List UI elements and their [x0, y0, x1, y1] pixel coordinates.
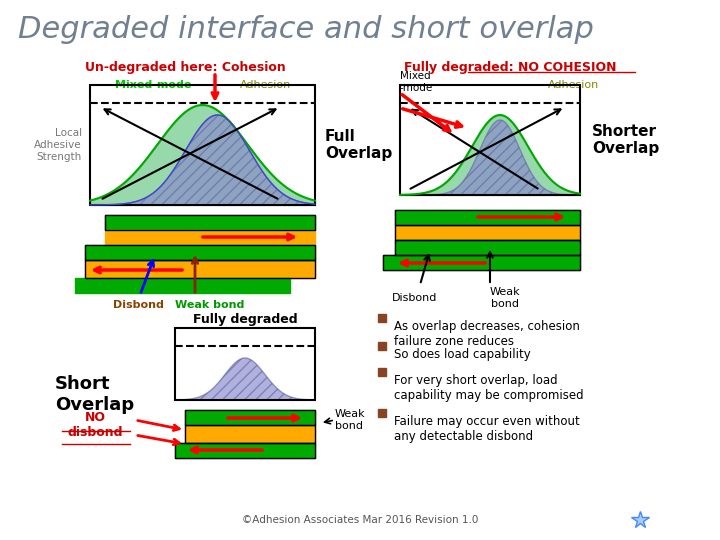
Bar [185, 425, 315, 443]
Bar [395, 210, 580, 225]
Bar [185, 410, 315, 425]
Bar [395, 225, 580, 240]
Bar [383, 255, 580, 270]
Bar [105, 230, 315, 245]
Text: Weak
bond: Weak bond [490, 287, 521, 309]
Text: For very short overlap, load
capability may be compromised: For very short overlap, load capability … [394, 374, 584, 402]
Bar [90, 85, 315, 205]
Text: Degraded interface and short overlap: Degraded interface and short overlap [18, 16, 594, 44]
Bar [85, 245, 315, 260]
Text: Mixed-mode: Mixed-mode [115, 80, 192, 90]
Text: Fully degraded: Fully degraded [193, 314, 297, 327]
Text: NO
disbond: NO disbond [67, 411, 122, 439]
Bar [383, 255, 580, 270]
Bar [378, 409, 386, 417]
Text: Un-degraded here: Cohesion: Un-degraded here: Cohesion [85, 62, 285, 75]
Bar [85, 260, 315, 278]
Bar [85, 245, 315, 260]
Bar [395, 240, 580, 255]
Bar [175, 443, 315, 458]
Text: Mixed
-mode: Mixed -mode [400, 71, 433, 93]
Text: Disbond: Disbond [112, 300, 163, 310]
Bar [105, 215, 315, 230]
Text: Failure may occur even without
any detectable disbond: Failure may occur even without any detec… [394, 415, 580, 443]
Text: Full
Overlap: Full Overlap [325, 129, 392, 161]
Text: ©Adhesion Associates Mar 2016 Revision 1.0: ©Adhesion Associates Mar 2016 Revision 1… [242, 515, 478, 525]
Bar [400, 85, 580, 195]
Text: Disbond: Disbond [392, 293, 438, 303]
Text: Fully degraded: NO COHESION: Fully degraded: NO COHESION [404, 62, 616, 75]
Text: Local
Adhesive
Strength: Local Adhesive Strength [35, 129, 82, 161]
Bar [378, 342, 386, 350]
Text: Shorter
Overlap: Shorter Overlap [592, 124, 660, 156]
Text: So does load capability: So does load capability [394, 348, 531, 361]
Text: Weak
bond: Weak bond [335, 409, 366, 431]
Bar [105, 215, 315, 230]
Bar [85, 260, 315, 278]
Text: As overlap decreases, cohesion
failure zone reduces: As overlap decreases, cohesion failure z… [394, 320, 580, 348]
Text: Adhesion: Adhesion [548, 80, 599, 90]
Text: Short
Overlap: Short Overlap [55, 375, 134, 414]
Bar [395, 240, 580, 255]
Bar [75, 278, 290, 293]
Bar [175, 443, 315, 458]
Text: Adhesion: Adhesion [240, 80, 292, 90]
Bar [185, 410, 315, 425]
Bar [175, 328, 315, 400]
Bar [395, 210, 580, 225]
Bar [395, 225, 580, 240]
Bar [378, 314, 386, 322]
Bar [378, 368, 386, 376]
Text: Weak bond: Weak bond [175, 300, 245, 310]
Bar [185, 425, 315, 443]
